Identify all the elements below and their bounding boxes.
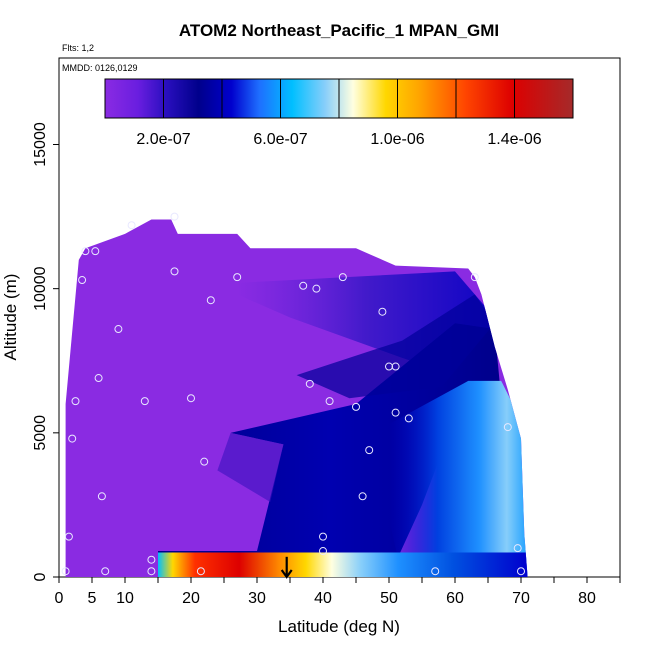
dates-label: MMDD: 0126,0129 — [62, 63, 138, 73]
sample-point — [378, 307, 387, 316]
x-tick-label: 70 — [512, 590, 530, 607]
sample-point — [319, 532, 327, 541]
x-tick-label: 60 — [446, 590, 464, 607]
y-tick-label: 5000 — [32, 415, 49, 451]
sample-point — [200, 457, 209, 466]
y-tick-label: 0 — [32, 572, 49, 581]
sample-point — [404, 414, 413, 423]
sample-point — [391, 408, 400, 417]
sample-point — [170, 267, 179, 276]
x-tick-label: 50 — [380, 590, 398, 607]
sample-point — [391, 362, 400, 371]
sample-point — [78, 276, 87, 285]
sample-point — [64, 532, 73, 541]
sample-point — [97, 492, 106, 501]
sample-point — [299, 281, 308, 290]
x-tick-label: 80 — [578, 590, 596, 607]
sample-point — [325, 397, 334, 406]
y-axis-label: Altitude (m) — [1, 274, 20, 361]
sample-point — [71, 397, 80, 406]
x-tick-label: 40 — [314, 590, 332, 607]
sample-point — [470, 273, 479, 282]
sample-point — [365, 446, 374, 455]
y-tick-label: 10000 — [32, 266, 49, 311]
x-tick-label: 0 — [55, 590, 64, 607]
colorbar-tick-label: 2.0e-07 — [136, 131, 190, 148]
flights-label: Flts: 1,2 — [62, 43, 94, 53]
x-tick-label: 30 — [248, 590, 266, 607]
x-tick-label: 10 — [116, 590, 134, 607]
sample-point — [352, 402, 360, 411]
x-axis: 0 5 10 20 30 40 50 60 70 80 — [55, 577, 621, 607]
sample-point — [68, 434, 77, 443]
sample-point — [91, 247, 100, 256]
sample-point — [358, 492, 367, 501]
sample-point — [319, 547, 327, 556]
x-axis-label: Latitude (deg N) — [278, 617, 400, 636]
sample-point — [513, 544, 522, 553]
sample-point — [101, 567, 110, 576]
heatmap-field — [65, 219, 528, 577]
sample-point — [338, 273, 347, 282]
sample-point — [206, 296, 215, 305]
sample-point — [196, 567, 205, 576]
sample-point — [233, 273, 242, 282]
colorbar-tick-label: 1.4e-06 — [487, 131, 541, 148]
sample-point — [517, 567, 525, 576]
sample-point — [147, 555, 156, 564]
sample-point — [170, 212, 179, 221]
x-tick-label: 5 — [88, 590, 97, 607]
sample-point — [431, 567, 440, 576]
colorbar-tick-label: 1.0e-06 — [370, 131, 424, 148]
sample-point — [187, 394, 195, 403]
arrow-head — [280, 569, 293, 579]
sample-point — [312, 284, 321, 293]
colorbar-tick-label: 6.0e-07 — [253, 131, 307, 148]
sample-point — [94, 374, 103, 383]
sample-point — [305, 379, 314, 388]
y-tick-label: 15000 — [32, 122, 49, 167]
cut-location-arrow — [280, 556, 293, 579]
sample-point — [81, 247, 90, 256]
sample-points — [61, 212, 525, 576]
sample-point — [140, 397, 149, 406]
sample-point — [147, 567, 156, 576]
x-tick-label: 20 — [182, 590, 200, 607]
y-axis: 0 5000 10000 15000 — [32, 122, 59, 581]
sample-point — [127, 221, 136, 230]
sample-point — [61, 567, 70, 576]
sample-point — [114, 325, 123, 334]
colorbar: 2.0e-07 6.0e-07 1.0e-06 1.4e-06 — [104, 78, 574, 148]
chart-title: ATOM2 Northeast_Pacific_1 MPAN_GMI — [179, 21, 499, 40]
sample-point — [503, 423, 512, 432]
